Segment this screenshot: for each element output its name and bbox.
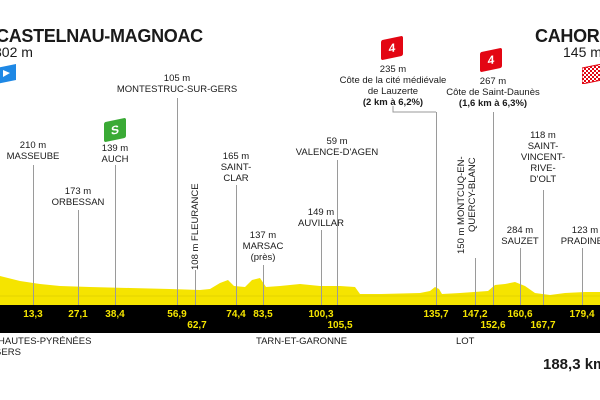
point-auvillar: 149 m AUVILLAR (298, 207, 344, 229)
km-label: 13,3 (23, 309, 43, 320)
km-label: 167,7 (530, 320, 556, 331)
finish-flag-icon (581, 62, 600, 89)
marker-line (582, 248, 583, 305)
start-flag-icon (0, 62, 20, 89)
department-label: GERS (0, 347, 21, 358)
point-fleurance: 108 m FLEURANCE (190, 183, 201, 270)
point-orbessan: 173 m ORBESSAN (51, 186, 105, 208)
km-label: 160,6 (507, 309, 533, 320)
marker-line (337, 160, 338, 305)
marker-line (115, 165, 116, 305)
leader-line (392, 106, 436, 113)
marker-line (321, 230, 322, 305)
start-town: CASTELNAU-MAGNOAC (0, 26, 203, 46)
km-label: 179,4 (569, 309, 595, 320)
km-band (0, 305, 600, 333)
marker-line (475, 258, 476, 305)
point-sauzet: 284 m SAUZET (501, 225, 539, 247)
point-montcuq-1: 150 m MONTCUQ-EN- (456, 156, 467, 254)
marker-line (436, 112, 437, 305)
point-saint-vincent: 118 m SAINT- VINCENT- RIVE- D'OLT (520, 130, 566, 185)
point-marsac: 137 m MARSAC (près) (242, 230, 284, 263)
marker-line (543, 190, 544, 305)
km-label: 152,6 (480, 320, 506, 331)
marker-line (263, 265, 264, 305)
marker-line (177, 98, 178, 305)
km-label: 38,4 (105, 309, 125, 320)
point-masseube: 210 m MASSEUBE (6, 140, 60, 162)
km-label: 27,1 (68, 309, 88, 320)
finish-altitude: 145 m (563, 44, 600, 60)
department-label: HAUTES-PYRÉNÉES (0, 336, 92, 347)
marker-line (236, 185, 237, 305)
point-saint-daunes-climb: 267 m Côte de Saint-Daunès (1,6 km à 6,3%) (446, 76, 540, 109)
marker-line (195, 270, 196, 305)
km-label: 62,7 (187, 320, 207, 331)
department-label: LOT (456, 336, 475, 347)
marker-line (520, 248, 521, 305)
km-label: 100,3 (308, 309, 334, 320)
point-montestruc: 105 m MONTESTRUC-SUR-GERS (116, 73, 238, 95)
point-montcuq-2: QUERCY-BLANC (467, 157, 478, 232)
total-distance: 188,3 km (543, 356, 600, 373)
finish-town: CAHORS (535, 26, 600, 46)
department-label: TARN-ET-GARONNE (256, 336, 348, 347)
point-saint-clar: 165 m SAINT- CLAR (220, 151, 252, 184)
marker-line (33, 165, 34, 305)
start-altitude: 302 m (0, 44, 33, 60)
km-label: 135,7 (423, 309, 449, 320)
marker-line (78, 210, 79, 305)
km-label: 147,2 (462, 309, 488, 320)
km-label: 105,5 (327, 320, 353, 331)
km-label: 56,9 (167, 309, 187, 320)
point-pradines: 123 mPRADINES (560, 225, 600, 247)
km-label: 74,4 (226, 309, 246, 320)
marker-line (493, 112, 494, 305)
point-valence-dagen: 59 m VALENCE-D'AGEN (295, 136, 379, 158)
km-label: 83,5 (253, 309, 273, 320)
point-auch: 139 m AUCH (101, 143, 129, 165)
point-lauzerte-climb: 235 m Côte de la cité médiévale de Lauzert… (339, 64, 447, 108)
